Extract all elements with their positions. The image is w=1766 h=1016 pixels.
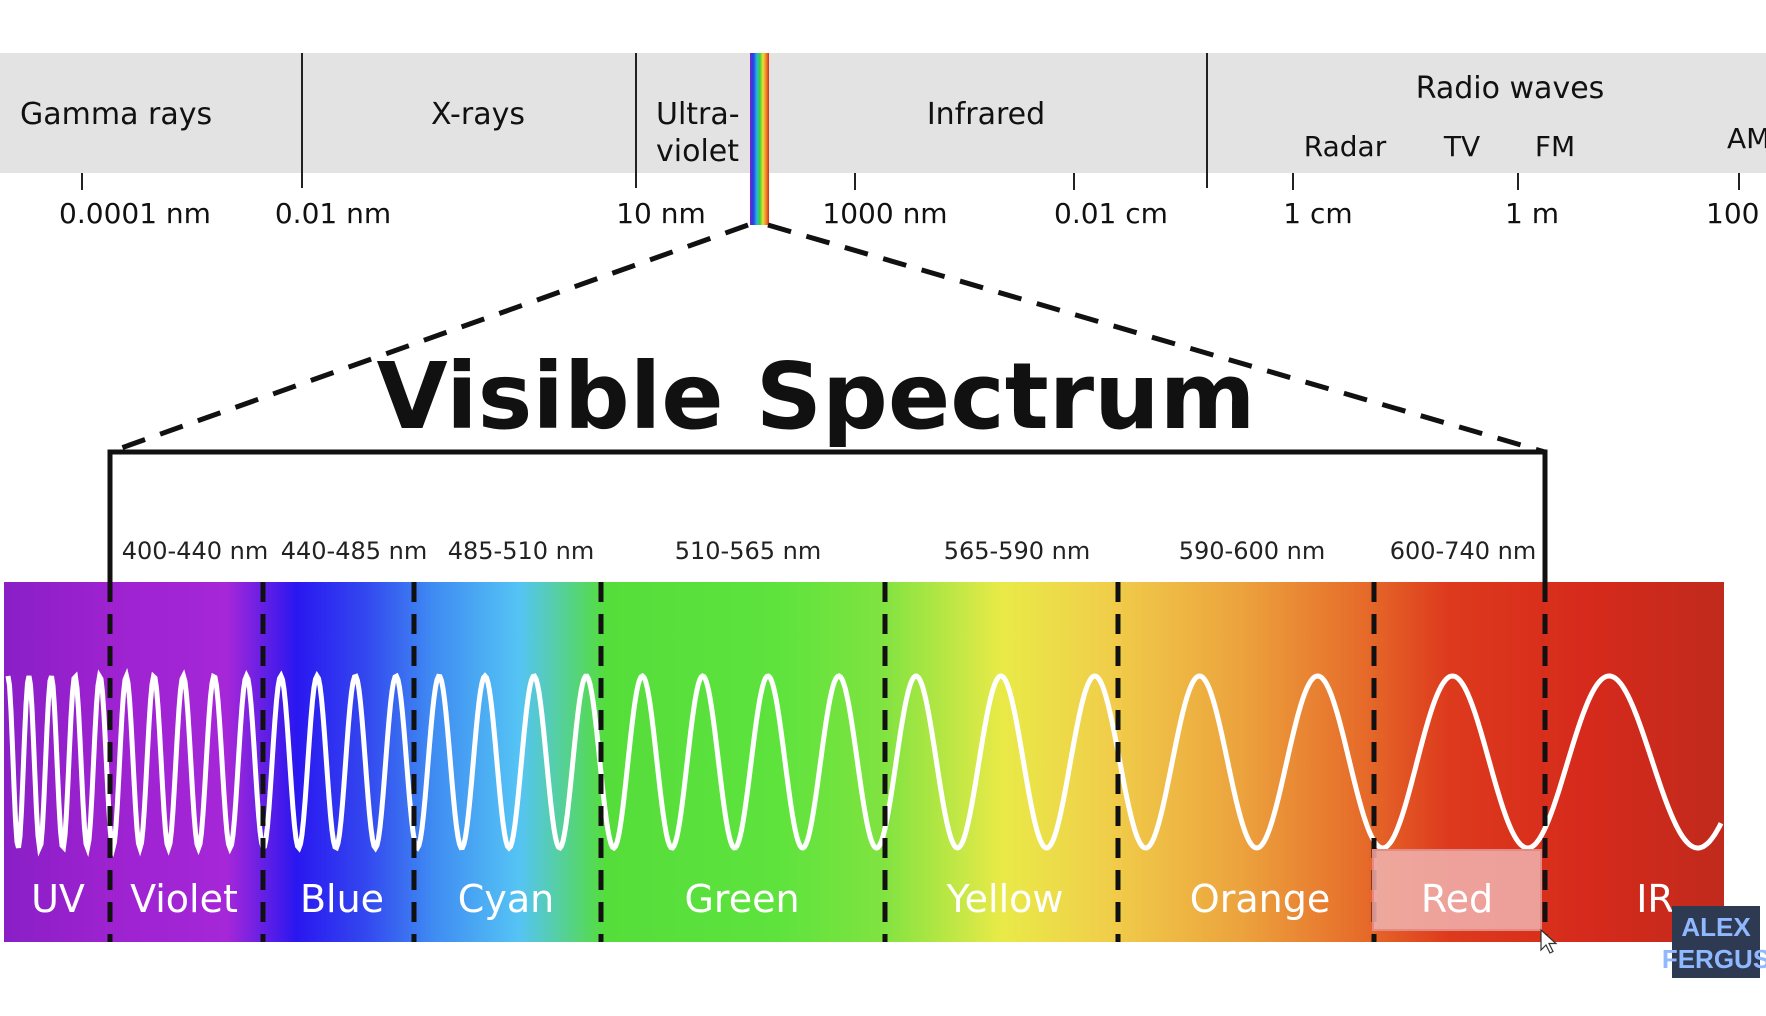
logo-background bbox=[1672, 906, 1760, 978]
em-band-background bbox=[0, 53, 1766, 173]
color-label-ir: IR bbox=[1636, 877, 1674, 921]
range-label: 590-600 nm bbox=[1179, 537, 1326, 565]
tick-label: 1 cm bbox=[1283, 197, 1352, 230]
color-label-uv: UV bbox=[31, 877, 85, 921]
red-highlight-box[interactable] bbox=[1372, 849, 1542, 931]
mouse-cursor-icon bbox=[1540, 928, 1558, 954]
visible-light-strip bbox=[750, 53, 769, 225]
color-label-blue: Blue bbox=[300, 877, 384, 921]
tick-label: 10 nm bbox=[616, 197, 706, 230]
range-label: 485-510 nm bbox=[448, 537, 595, 565]
range-label: 565-590 nm bbox=[944, 537, 1091, 565]
range-label: 600-740 nm bbox=[1390, 537, 1537, 565]
range-label: 400-440 nm bbox=[122, 537, 269, 565]
radio-sub-fm: FM bbox=[1535, 130, 1575, 163]
page-title: Visible Spectrum bbox=[377, 343, 1256, 450]
radio-sub-am: AM bbox=[1727, 122, 1766, 155]
tick-label: 0.0001 nm bbox=[59, 197, 211, 230]
band-label-ultraviolet-line1: Ultra- bbox=[656, 97, 740, 132]
band-label-radio: Radio waves bbox=[1416, 71, 1605, 106]
range-labels: 400-440 nm 440-485 nm 485-510 nm 510-565… bbox=[122, 537, 1537, 565]
range-label: 440-485 nm bbox=[281, 537, 428, 565]
tick-label: 1 m bbox=[1505, 197, 1559, 230]
color-label-cyan: Cyan bbox=[458, 877, 554, 921]
logo-line1: ALEX bbox=[1681, 912, 1751, 942]
radio-sub-radar: Radar bbox=[1304, 130, 1387, 163]
tick-label: 1000 nm bbox=[822, 197, 947, 230]
em-spectrum-bar: Gamma rays X-rays Ultra- violet Infrared… bbox=[0, 53, 1766, 225]
band-label-gamma: Gamma rays bbox=[20, 97, 212, 132]
color-label-orange: Orange bbox=[1190, 877, 1330, 921]
color-label-violet: Violet bbox=[130, 877, 238, 921]
channel-logo: ALEX FERGUS bbox=[1662, 906, 1766, 978]
zoom-line-right bbox=[767, 222, 1546, 455]
tick-label: 0.01 nm bbox=[275, 197, 391, 230]
color-label-yellow: Yellow bbox=[946, 877, 1064, 921]
band-label-xrays: X-rays bbox=[431, 97, 525, 132]
tick-label: 0.01 cm bbox=[1054, 197, 1168, 230]
radio-sub-tv: TV bbox=[1443, 130, 1480, 163]
wavelength-ticks: 0.0001 nm 0.01 nm 10 nm 1000 nm 0.01 cm … bbox=[59, 173, 1759, 230]
range-label: 510-565 nm bbox=[675, 537, 822, 565]
wavelength-wave bbox=[5, 667, 1724, 858]
tick-label: 100 bbox=[1706, 197, 1759, 230]
color-label-red: Red bbox=[1421, 877, 1493, 921]
color-labels: UV Violet Blue Cyan Green Yellow Orange … bbox=[31, 877, 1674, 921]
visible-bracket bbox=[107, 449, 1548, 588]
logo-line2: FERGUS bbox=[1662, 944, 1766, 974]
zoom-line-left bbox=[109, 222, 749, 455]
band-label-infrared: Infrared bbox=[927, 97, 1045, 132]
band-label-ultraviolet-line2: violet bbox=[656, 134, 739, 169]
color-label-green: Green bbox=[684, 877, 799, 921]
